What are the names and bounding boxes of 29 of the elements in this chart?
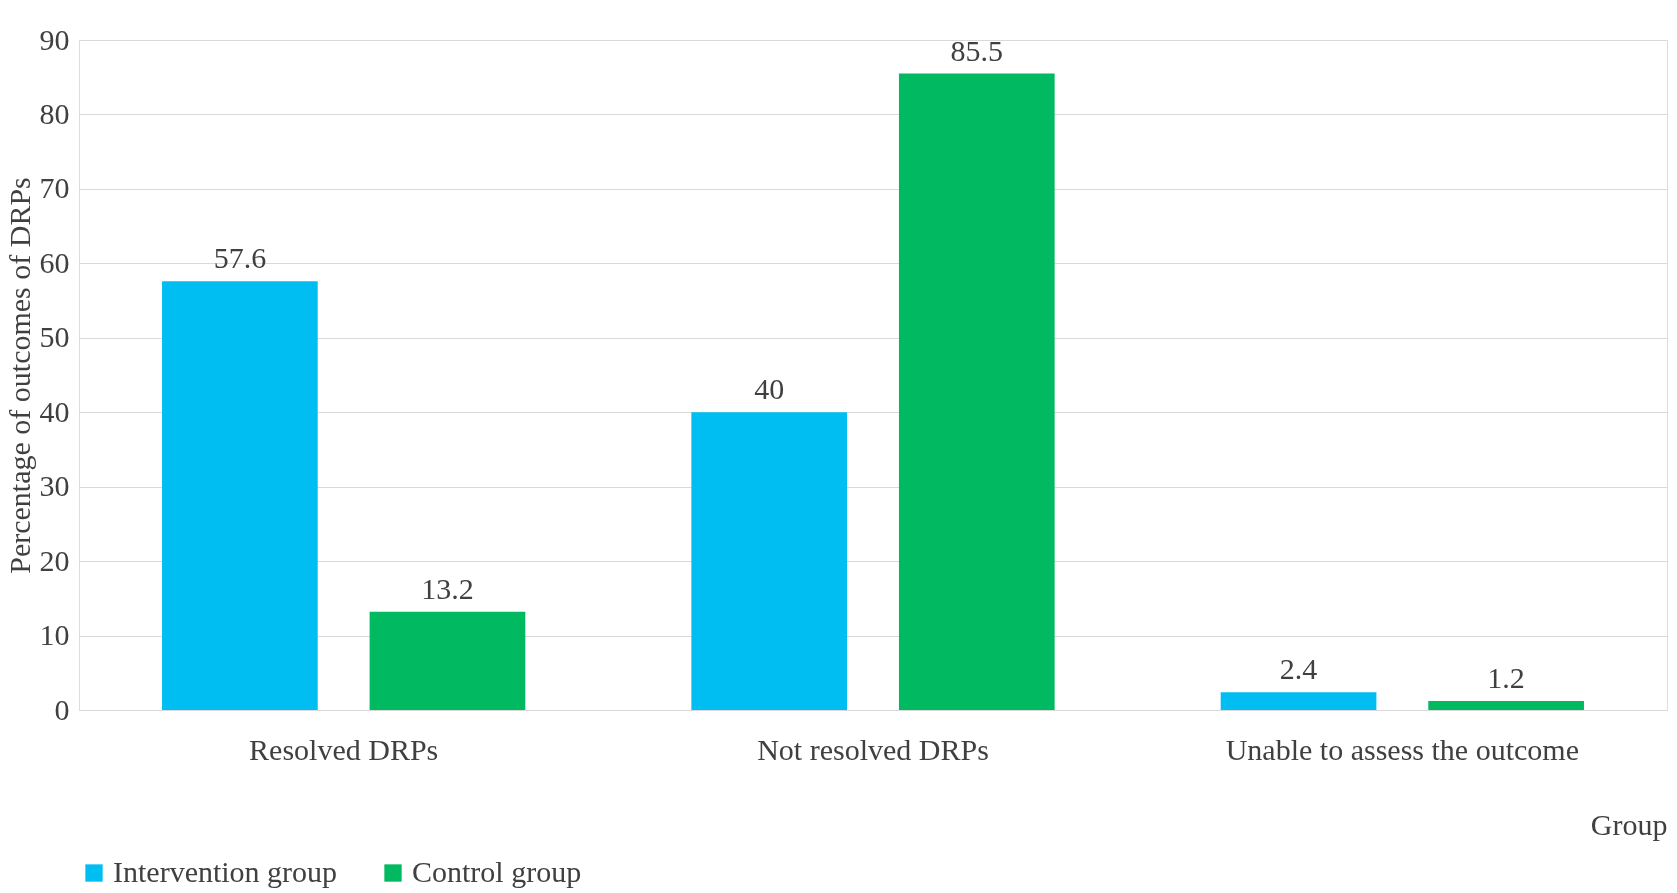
bar: [162, 281, 318, 710]
y-tick-label: 10: [39, 618, 70, 652]
x-tick-label: Not resolved DRPs: [757, 732, 989, 766]
bar: [1220, 692, 1377, 710]
data-label: 13.2: [421, 571, 474, 605]
legend-label: Intervention group: [113, 855, 338, 888]
y-tick-label: 20: [39, 543, 70, 577]
x-tick-label: Resolved DRPs: [249, 732, 439, 766]
x-axis-title: Group: [1590, 807, 1668, 841]
data-label: 2.4: [1279, 652, 1318, 686]
y-tick-label: 80: [39, 96, 70, 130]
y-tick-label: 30: [39, 469, 70, 503]
y-tick-label: 60: [39, 245, 70, 279]
bar: [1428, 701, 1584, 710]
y-tick-label: 90: [39, 22, 70, 56]
y-tick-label: 0: [54, 692, 70, 726]
y-axis-title: Percentage of outcomes of DRPs: [2, 177, 36, 574]
y-tick-label: 40: [39, 394, 70, 428]
x-tick-label: Unable to assess the outcome: [1225, 732, 1579, 766]
data-label: 85.5: [950, 33, 1004, 67]
data-label: 1.2: [1487, 661, 1525, 695]
y-tick-label: 70: [39, 171, 70, 205]
legend-label: Control group: [412, 855, 582, 888]
data-label: 40: [754, 372, 785, 406]
data-label: 57.6: [213, 241, 267, 275]
bar: [691, 412, 848, 710]
y-tick-label: 50: [39, 320, 70, 354]
bar: [369, 611, 526, 710]
bar: [898, 73, 1055, 710]
